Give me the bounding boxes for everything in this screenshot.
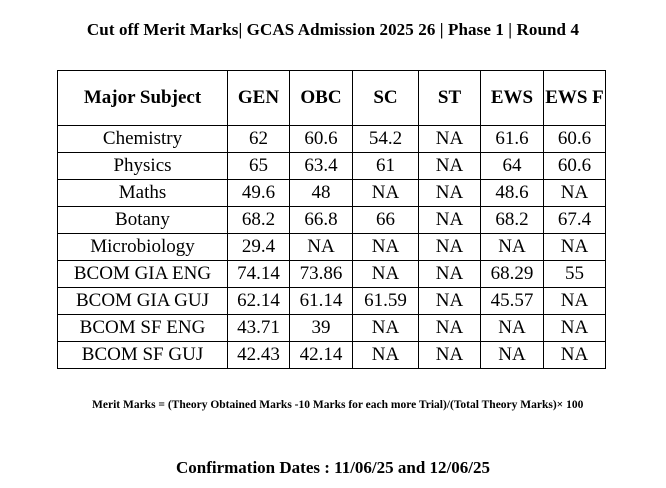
gen-cell: 62.14: [227, 287, 290, 315]
table-row: Botany 68.2 66.8 66 NA 68.2 67.4: [57, 206, 606, 234]
table-row: BCOM GIA ENG 74.14 73.86 NA NA 68.29 55: [57, 260, 606, 288]
gen-cell: 43.71: [227, 314, 290, 342]
header-st: ST: [418, 70, 481, 126]
sc-cell: 61: [352, 152, 419, 180]
st-cell: NA: [418, 233, 481, 261]
confirmation-dates-value: 11/06/25 and 12/06/25: [334, 458, 491, 477]
sc-cell: 66: [352, 206, 419, 234]
ews-f-cell: NA: [543, 233, 606, 261]
subject-cell: Maths: [57, 179, 228, 207]
header-sc: SC: [352, 70, 419, 126]
sc-cell: 54.2: [352, 125, 419, 153]
sc-cell: NA: [352, 314, 419, 342]
ews-cell: 45.57: [480, 287, 544, 315]
st-cell: NA: [418, 179, 481, 207]
confirmation-dates: Confirmation Dates : 11/06/25 and 12/06/…: [0, 458, 666, 478]
ews-f-cell: NA: [543, 314, 606, 342]
gen-cell: 49.6: [227, 179, 290, 207]
table-row: Chemistry 62 60.6 54.2 NA 61.6 60.6: [57, 125, 606, 153]
obc-cell: 48: [289, 179, 353, 207]
gen-cell: 42.43: [227, 341, 290, 369]
header-ews-f: EWS F: [543, 70, 606, 126]
ews-cell: 48.6: [480, 179, 544, 207]
gen-cell: 65: [227, 152, 290, 180]
subject-cell: Chemistry: [57, 125, 228, 153]
gen-cell: 62: [227, 125, 290, 153]
obc-cell: 60.6: [289, 125, 353, 153]
sc-cell: NA: [352, 233, 419, 261]
obc-cell: NA: [289, 233, 353, 261]
obc-cell: 61.14: [289, 287, 353, 315]
table-row: Microbiology 29.4 NA NA NA NA NA: [57, 233, 606, 261]
obc-cell: 39: [289, 314, 353, 342]
subject-cell: Physics: [57, 152, 228, 180]
header-major-subject: Major Subject: [57, 70, 228, 126]
table-row: Maths 49.6 48 NA NA 48.6 NA: [57, 179, 606, 207]
ews-f-cell: 60.6: [543, 125, 606, 153]
sc-cell: NA: [352, 341, 419, 369]
cutoff-table: Major Subject GEN OBC SC ST EWS EWS F Ch…: [57, 70, 606, 369]
confirmation-label: Confirmation Dates :: [175, 458, 330, 477]
ews-cell: NA: [480, 314, 544, 342]
header-obc: OBC: [289, 70, 353, 126]
ews-f-cell: 60.6: [543, 152, 606, 180]
obc-cell: 63.4: [289, 152, 353, 180]
ews-cell: 68.29: [480, 260, 544, 288]
subject-cell: Microbiology: [57, 233, 228, 261]
gen-cell: 74.14: [227, 260, 290, 288]
ews-f-cell: 67.4: [543, 206, 606, 234]
header-gen: GEN: [227, 70, 290, 126]
subject-cell: BCOM GIA GUJ: [57, 287, 228, 315]
ews-f-cell: NA: [543, 179, 606, 207]
subject-cell: BCOM SF GUJ: [57, 341, 228, 369]
ews-cell: 68.2: [480, 206, 544, 234]
page-title: Cut off Merit Marks| GCAS Admission 2025…: [86, 20, 580, 39]
table-row: BCOM GIA GUJ 62.14 61.14 61.59 NA 45.57 …: [57, 287, 606, 315]
table-row: Physics 65 63.4 61 NA 64 60.6: [57, 152, 606, 180]
gen-cell: 68.2: [227, 206, 290, 234]
subject-cell: Botany: [57, 206, 228, 234]
obc-cell: 42.14: [289, 341, 353, 369]
table-row: BCOM SF ENG 43.71 39 NA NA NA NA: [57, 314, 606, 342]
sc-cell: NA: [352, 179, 419, 207]
ews-f-cell: NA: [543, 287, 606, 315]
obc-cell: 73.86: [289, 260, 353, 288]
obc-cell: 66.8: [289, 206, 353, 234]
table-header-row: Major Subject GEN OBC SC ST EWS EWS F: [57, 70, 606, 126]
st-cell: NA: [418, 152, 481, 180]
st-cell: NA: [418, 314, 481, 342]
header-ews: EWS: [480, 70, 544, 126]
st-cell: NA: [418, 287, 481, 315]
st-cell: NA: [418, 341, 481, 369]
ews-cell: NA: [480, 233, 544, 261]
sc-cell: 61.59: [352, 287, 419, 315]
sc-cell: NA: [352, 260, 419, 288]
gen-cell: 29.4: [227, 233, 290, 261]
subject-cell: BCOM GIA ENG: [57, 260, 228, 288]
st-cell: NA: [418, 125, 481, 153]
ews-f-cell: NA: [543, 341, 606, 369]
st-cell: NA: [418, 206, 481, 234]
st-cell: NA: [418, 260, 481, 288]
subject-cell: BCOM SF ENG: [57, 314, 228, 342]
table-row: BCOM SF GUJ 42.43 42.14 NA NA NA NA: [57, 341, 606, 369]
ews-cell: 64: [480, 152, 544, 180]
ews-cell: NA: [480, 341, 544, 369]
ews-cell: 61.6: [480, 125, 544, 153]
merit-formula-note: Merit Marks = (Theory Obtained Marks -10…: [92, 399, 584, 411]
ews-f-cell: 55: [543, 260, 606, 288]
